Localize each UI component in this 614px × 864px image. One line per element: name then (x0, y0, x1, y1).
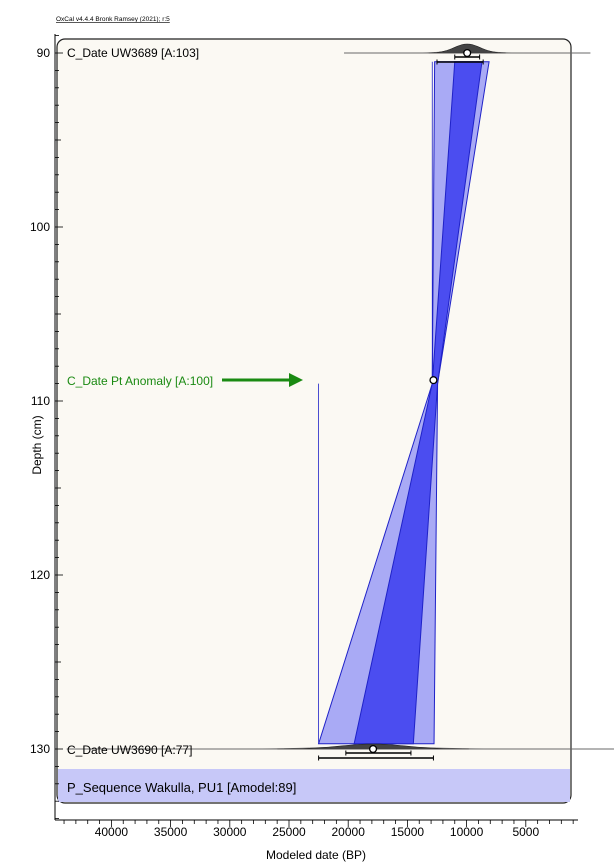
anomaly-label: C_Date Pt Anomaly [A:100] (67, 374, 213, 388)
x-tick-label: 10000 (450, 825, 484, 839)
x-tick-label: 40000 (95, 825, 129, 839)
plot-frame (56, 38, 572, 804)
median-marker (369, 744, 378, 754)
y-tick-label: 110 (31, 394, 50, 408)
oxcal-credit: OxCal v4.4.4 Bronk Ramsey (2021); r:5 (56, 16, 170, 23)
y-tick-label: 120 (30, 568, 50, 582)
posterior-distribution (428, 43, 506, 54)
median-marker (463, 48, 472, 58)
y-tick-label: 100 (30, 220, 50, 234)
anomaly-arrow (222, 373, 303, 387)
date-label-uw3690: C_Date UW3690 [A:77] (67, 743, 192, 757)
anomaly-marker (429, 376, 438, 385)
y-axis-ticks: 90 100 110 120 130 (30, 35, 63, 819)
y-tick-label: 130 (30, 742, 50, 756)
x-tick-label: 30000 (213, 825, 247, 839)
sequence-label: P_Sequence Wakulla, PU1 [Amodel:89] (67, 780, 296, 795)
x-tick-label: 15000 (391, 825, 425, 839)
y-tick-label: 90 (37, 46, 51, 60)
x-axis-title: Modeled date (BP) (266, 848, 366, 862)
x-axis-ticks: 40000 35000 30000 25000 20000 15000 10000 5000 (63, 820, 574, 839)
x-tick-label: 35000 (154, 825, 188, 839)
date-ranges (318, 48, 484, 761)
x-tick-label: 5000 (512, 825, 539, 839)
y-axis-title: Depth (cm) (30, 415, 44, 474)
x-tick-label: 25000 (272, 825, 306, 839)
x-tick-label: 20000 (332, 825, 366, 839)
date-label-uw3689: C_Date UW3689 [A:103] (67, 46, 199, 60)
sequence-band (58, 769, 570, 802)
